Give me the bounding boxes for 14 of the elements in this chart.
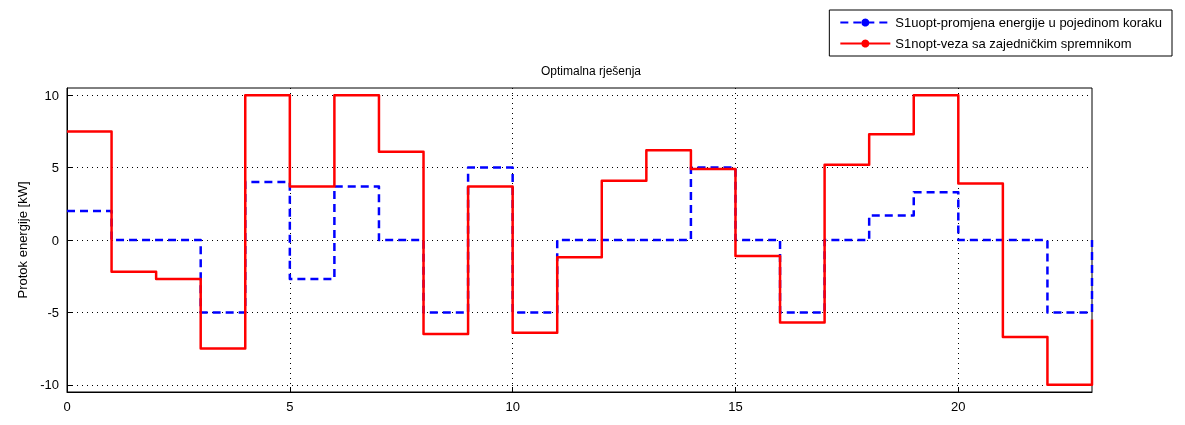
x-tick-label: 20 xyxy=(951,399,966,414)
y-tick-label: 0 xyxy=(51,232,59,248)
x-tick-label: 5 xyxy=(286,399,294,414)
y-tick-label: -5 xyxy=(47,304,59,320)
y-axis-title: Protok energije [kW] xyxy=(15,181,30,299)
y-tick-label: 10 xyxy=(44,87,59,103)
y-tick-label: 5 xyxy=(51,160,59,176)
y-tick-label: -10 xyxy=(40,377,59,393)
legend-label: S1nopt-veza sa zajedničkim spremnikom xyxy=(895,36,1132,51)
x-tick-label: 15 xyxy=(728,399,743,414)
x-tick-label: 0 xyxy=(63,399,71,414)
x-tick-label: 10 xyxy=(505,399,520,414)
chart-title: Optimalna rješenja xyxy=(540,64,642,78)
legend-label: S1uopt-promjena energije u pojedinom koraku xyxy=(895,15,1163,30)
